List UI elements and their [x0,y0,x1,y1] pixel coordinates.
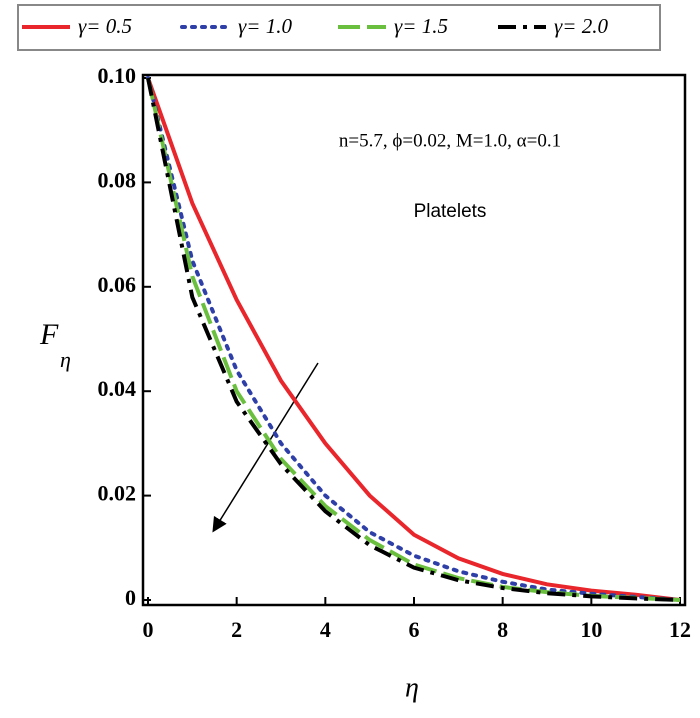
series-line [146,76,682,602]
x-tick-label: 4 [320,617,331,642]
x-tick-label: 0 [143,617,154,642]
y-tick-label: 0.10 [98,63,137,88]
y-tick-label: 0.02 [98,481,137,506]
x-tick-label: 8 [497,617,508,642]
y-axis-label-sub: η [60,347,71,372]
legend-label: γ= 1.0 [238,14,292,38]
y-tick-label: 0.06 [98,272,137,297]
x-tick-label: 6 [409,617,420,642]
y-axis-label: F [39,318,59,351]
legend-label: γ= 0.5 [78,14,132,38]
x-axis-label: η [405,672,419,703]
legend-label: γ= 1.5 [394,14,448,38]
y-tick-label: 0.08 [98,167,137,192]
annotation: n=5.7, ϕ=0.02, M=1.0, α=0.1 [339,130,561,151]
x-tick-label: 10 [580,617,602,642]
x-tick-label: 12 [669,617,691,642]
series-line [146,77,681,602]
y-tick-label: 0.04 [98,376,137,401]
arrow [212,362,319,533]
series-line [146,77,681,602]
legend-label: γ= 2.0 [554,14,608,38]
annotation: Platelets [414,201,487,222]
y-tick-label: 0 [125,585,136,610]
series-line [146,77,681,602]
x-tick-label: 2 [231,617,242,642]
legend-box [17,4,661,51]
